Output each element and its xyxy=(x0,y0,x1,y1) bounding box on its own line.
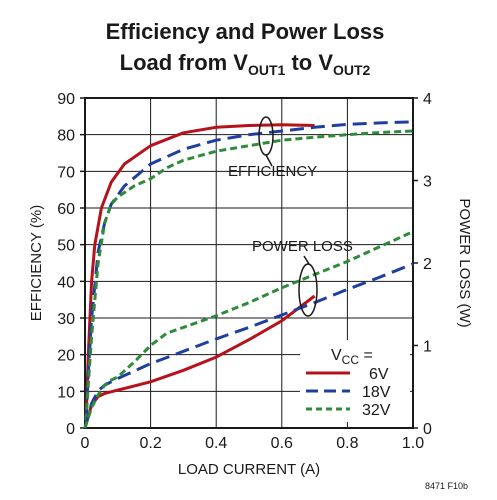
legend-label-18v: 18V xyxy=(362,384,391,401)
efficiency-callout-ellipse xyxy=(258,116,274,156)
y-left-tick-label: 20 xyxy=(57,348,75,365)
y-left-tick-label: 50 xyxy=(57,238,75,255)
legend-label-6v: 6V xyxy=(369,366,389,383)
figure-id: 8471 F10b xyxy=(425,481,468,491)
x-axis-label: LOAD CURRENT (A) xyxy=(178,461,320,478)
series-power-loss-18v xyxy=(83,262,414,429)
y-left-tick-label: 0 xyxy=(66,421,75,438)
y-left-tick-labels: 0 10 20 30 40 50 60 70 80 90 xyxy=(57,91,85,438)
series-efficiency-6v xyxy=(84,123,315,421)
legend-label-32v: 32V xyxy=(362,402,391,419)
power-loss-callout-ellipse xyxy=(298,263,318,317)
series-efficiency-32v xyxy=(84,129,414,421)
x-tick-labels: 0 0.2 0.4 0.6 0.8 1.0 xyxy=(81,435,425,452)
y-left-tick-label: 30 xyxy=(57,311,75,328)
legend: VCC = 6V 18V 32V xyxy=(300,340,410,422)
chart-title-line2: Load from VOUT1 to VOUT2 xyxy=(120,50,371,78)
y-left-tick-label: 80 xyxy=(57,128,75,145)
y-left-tick-label: 90 xyxy=(57,91,75,108)
x-tick-label: 0.2 xyxy=(139,435,161,452)
x-tick-label: 0.4 xyxy=(205,435,227,452)
y-right-tick-label: 4 xyxy=(423,91,432,108)
chart-title-line1: Efficiency and Power Loss xyxy=(106,19,385,44)
y-right-tick-label: 0 xyxy=(423,421,432,438)
x-tick-label: 0.6 xyxy=(271,435,293,452)
legend-header-suffix: = xyxy=(359,347,373,364)
legend-header-sub: CC xyxy=(342,353,360,367)
title-sub-out1: OUT1 xyxy=(248,62,286,78)
y-right-tick-label: 1 xyxy=(423,339,432,356)
y-left-tick-label: 40 xyxy=(57,274,75,291)
x-tick-label: 1.0 xyxy=(402,435,424,452)
efficiency-callout-leader xyxy=(265,154,273,167)
title-sub-out2: OUT2 xyxy=(333,62,371,78)
x-tick-label: 0 xyxy=(81,435,90,452)
y-right-tick-label: 3 xyxy=(423,174,432,191)
title-line2-prefix: Load from V xyxy=(120,50,249,75)
y-right-tick-label: 2 xyxy=(423,256,432,273)
legend-header: VCC = xyxy=(331,347,373,367)
y-left-tick-label: 60 xyxy=(57,201,75,218)
y-right-axis-label: POWER LOSS (W) xyxy=(456,198,473,327)
series-power-loss-32v xyxy=(83,230,414,429)
y-left-tick-label: 70 xyxy=(57,164,75,181)
legend-header-prefix: V xyxy=(331,347,342,364)
series-power-loss-6v xyxy=(83,294,316,429)
y-left-tick-label: 10 xyxy=(57,384,75,401)
efficiency-annotation: EFFICIENCY xyxy=(228,163,317,180)
series-lines xyxy=(83,120,414,429)
power-loss-callout-leader xyxy=(303,255,310,265)
title-line2-mid: to V xyxy=(285,50,333,75)
y-right-tick-labels: 0 1 2 3 4 xyxy=(413,91,432,438)
power-loss-annotation: POWER LOSS xyxy=(252,238,353,255)
y-left-axis-label: EFFICIENCY (%) xyxy=(28,205,45,321)
x-tick-label: 0.8 xyxy=(336,435,358,452)
